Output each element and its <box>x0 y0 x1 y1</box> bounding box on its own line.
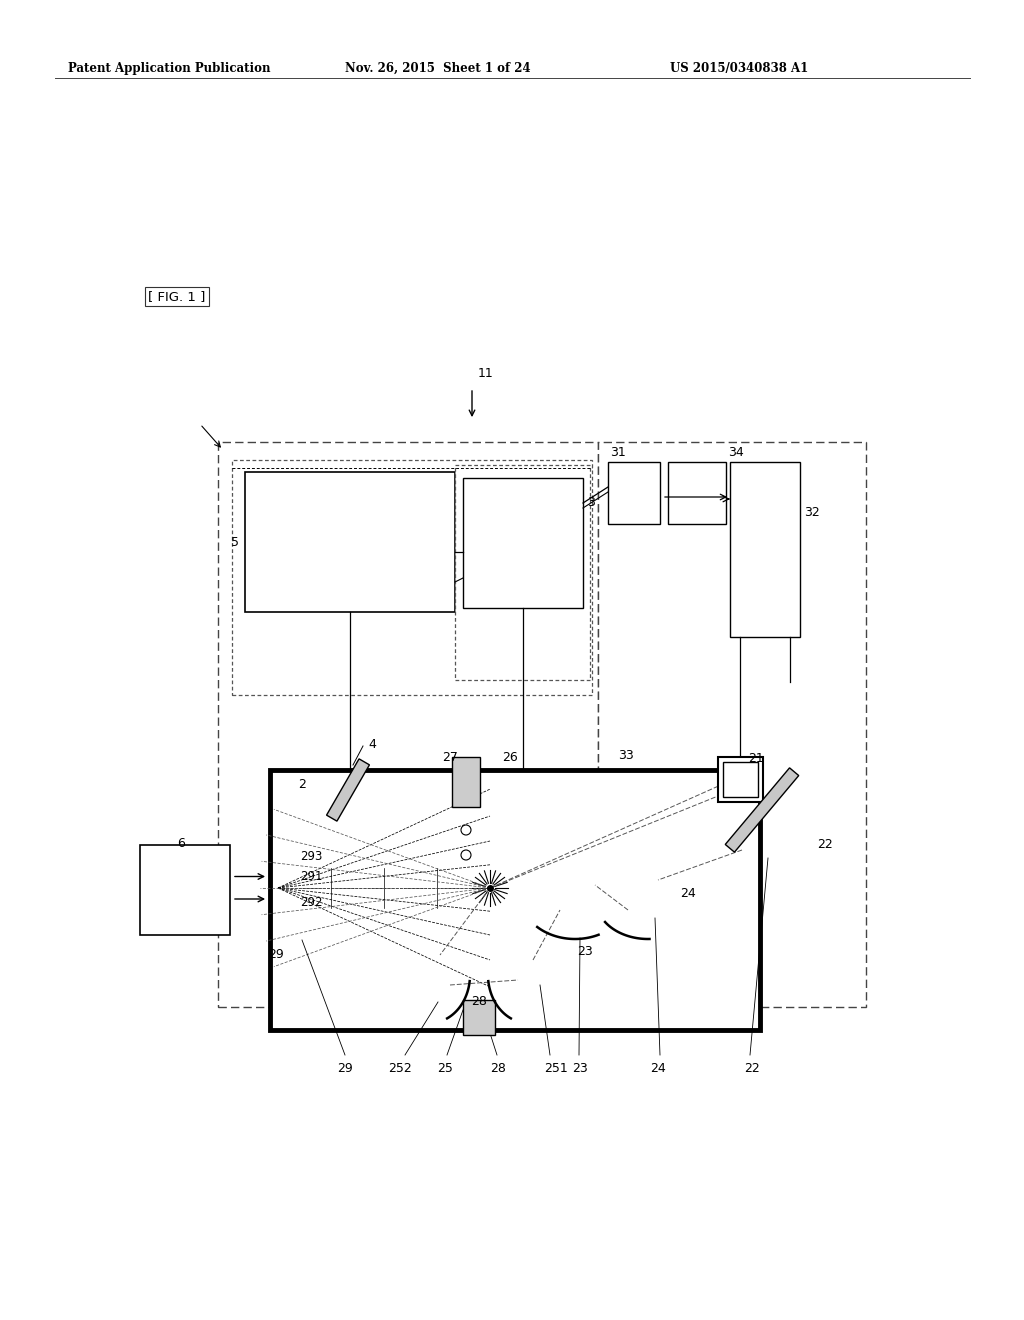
Bar <box>598 442 866 1007</box>
Text: 293: 293 <box>300 850 323 863</box>
Bar <box>668 462 726 524</box>
Bar <box>730 462 800 638</box>
Bar <box>463 478 583 609</box>
Text: 251: 251 <box>544 1063 567 1074</box>
Text: 4: 4 <box>368 738 376 751</box>
Text: 27: 27 <box>442 751 458 764</box>
Bar <box>218 442 598 1007</box>
Text: 24: 24 <box>650 1063 666 1074</box>
Bar <box>270 770 760 1030</box>
Text: 31: 31 <box>610 446 626 459</box>
Text: 28: 28 <box>471 995 487 1008</box>
Text: 29: 29 <box>268 948 284 961</box>
Text: 292: 292 <box>300 896 323 909</box>
Text: 3: 3 <box>587 496 595 510</box>
Bar <box>718 756 763 803</box>
Text: 28: 28 <box>490 1063 506 1074</box>
Text: 2: 2 <box>298 779 306 792</box>
Text: 22: 22 <box>744 1063 760 1074</box>
Text: 291: 291 <box>300 870 323 883</box>
Bar <box>608 462 660 524</box>
Bar <box>232 459 592 696</box>
Text: 23: 23 <box>572 1063 588 1074</box>
Circle shape <box>461 825 471 836</box>
Text: Nov. 26, 2015  Sheet 1 of 24: Nov. 26, 2015 Sheet 1 of 24 <box>345 62 530 75</box>
Text: Patent Application Publication: Patent Application Publication <box>68 62 270 75</box>
Text: 23: 23 <box>577 945 593 958</box>
Bar <box>463 1001 495 1035</box>
Polygon shape <box>327 759 370 821</box>
Text: 11: 11 <box>478 367 494 380</box>
Text: 32: 32 <box>804 506 820 519</box>
Bar <box>245 473 455 612</box>
Text: 22: 22 <box>817 838 833 851</box>
Text: 24: 24 <box>680 887 695 900</box>
Text: 6: 6 <box>177 837 185 850</box>
Text: 5: 5 <box>231 536 239 549</box>
Text: 25: 25 <box>437 1063 453 1074</box>
Text: [ FIG. 1 ]: [ FIG. 1 ] <box>148 290 206 304</box>
Bar <box>140 845 230 935</box>
Bar <box>723 762 758 797</box>
Text: 252: 252 <box>388 1063 412 1074</box>
Text: US 2015/0340838 A1: US 2015/0340838 A1 <box>670 62 808 75</box>
Text: 33: 33 <box>618 748 634 762</box>
Text: 29: 29 <box>337 1063 352 1074</box>
Polygon shape <box>725 768 799 853</box>
Bar <box>455 465 590 680</box>
Text: 21: 21 <box>748 752 764 766</box>
Circle shape <box>461 850 471 861</box>
Text: 34: 34 <box>728 446 743 459</box>
Text: 26: 26 <box>502 751 518 764</box>
Bar <box>452 756 480 807</box>
